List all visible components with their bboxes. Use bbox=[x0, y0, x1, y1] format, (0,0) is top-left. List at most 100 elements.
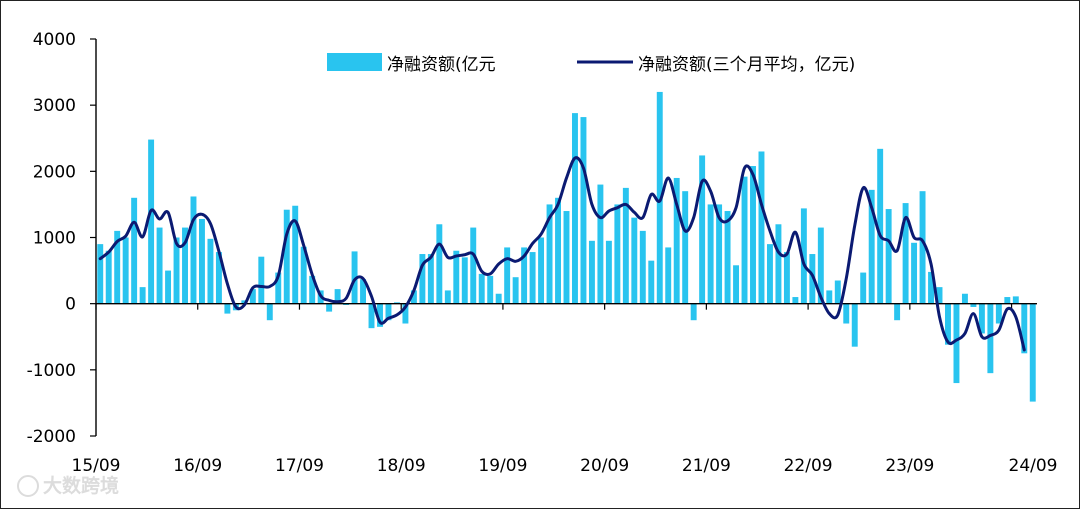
bar bbox=[605, 240, 612, 304]
bar bbox=[860, 272, 867, 304]
bar bbox=[122, 237, 129, 304]
bar bbox=[1021, 303, 1028, 354]
bar bbox=[292, 205, 299, 304]
bar bbox=[639, 230, 646, 304]
bar bbox=[410, 290, 417, 304]
bar bbox=[682, 191, 689, 304]
bar bbox=[300, 246, 307, 304]
bar bbox=[1004, 297, 1011, 304]
bar bbox=[928, 271, 934, 304]
bar bbox=[614, 204, 621, 304]
bar bbox=[622, 187, 629, 304]
bar bbox=[351, 251, 358, 304]
x-tick-label: 16/09 bbox=[173, 456, 222, 476]
bar bbox=[911, 242, 918, 304]
bar bbox=[546, 204, 553, 304]
legend-line-label: 净融资额(三个月平均，亿元) bbox=[638, 55, 855, 75]
bar bbox=[783, 252, 790, 304]
bar bbox=[148, 139, 155, 304]
bar bbox=[190, 196, 197, 304]
bar bbox=[588, 240, 595, 304]
bar bbox=[1029, 303, 1036, 402]
axes: 4000 3000 2000 1000 0 -1000 -2000 15/09 16/09 17… bbox=[27, 30, 1058, 476]
y-tick-label: 0 bbox=[65, 295, 76, 315]
bar bbox=[792, 297, 799, 304]
bar bbox=[919, 191, 926, 304]
bar bbox=[199, 218, 205, 304]
y-tick-label: 4000 bbox=[33, 30, 76, 50]
bar bbox=[453, 250, 460, 304]
bar bbox=[224, 303, 231, 314]
bar bbox=[716, 204, 723, 304]
x-tick-label: 17/09 bbox=[275, 456, 324, 476]
bar bbox=[597, 184, 604, 304]
bar bbox=[182, 227, 188, 304]
bar bbox=[707, 204, 714, 304]
bar bbox=[572, 113, 578, 304]
bar bbox=[478, 273, 485, 304]
bar bbox=[970, 303, 977, 307]
y-tick-label: 3000 bbox=[33, 96, 76, 116]
bar bbox=[105, 250, 112, 304]
bar bbox=[114, 230, 121, 304]
y-tick-label: -2000 bbox=[27, 427, 76, 447]
bar bbox=[775, 224, 782, 304]
bar bbox=[241, 300, 248, 304]
bar-series bbox=[97, 91, 1036, 402]
legend-bar-swatch bbox=[327, 53, 382, 71]
bar bbox=[936, 287, 943, 304]
x-tick-label: 22/09 bbox=[784, 456, 833, 476]
bar bbox=[512, 277, 519, 304]
watermark-logo-icon bbox=[17, 475, 39, 497]
bar bbox=[894, 303, 901, 321]
x-tick-label: 18/09 bbox=[377, 456, 426, 476]
bar bbox=[656, 91, 663, 304]
bar bbox=[487, 275, 494, 304]
bar bbox=[461, 257, 468, 304]
bar bbox=[877, 148, 884, 304]
bar bbox=[563, 211, 570, 304]
bar bbox=[283, 209, 290, 304]
x-ticks: 15/09 16/09 17/09 18/09 19/09 20/09 21/09 22/09… bbox=[72, 303, 1058, 476]
bar bbox=[326, 303, 333, 312]
bar bbox=[834, 280, 841, 304]
bar bbox=[165, 270, 172, 304]
x-tick-label: 19/09 bbox=[478, 456, 527, 476]
bar bbox=[266, 303, 273, 321]
bar bbox=[309, 275, 316, 304]
bar bbox=[741, 176, 748, 304]
bar bbox=[868, 189, 875, 304]
bar bbox=[885, 209, 892, 304]
bar bbox=[724, 211, 731, 304]
bar bbox=[156, 227, 163, 304]
bar bbox=[207, 238, 214, 304]
bar bbox=[529, 252, 536, 304]
bar bbox=[444, 290, 451, 304]
bar bbox=[334, 289, 341, 304]
bar bbox=[521, 247, 528, 304]
bar bbox=[817, 227, 824, 304]
bar bbox=[360, 279, 366, 304]
bar bbox=[495, 293, 502, 304]
y-tick-label: 1000 bbox=[33, 229, 76, 249]
bar bbox=[673, 177, 680, 304]
bar bbox=[275, 272, 282, 304]
average-line-series bbox=[98, 156, 1026, 352]
bar bbox=[961, 293, 968, 304]
bar bbox=[699, 155, 706, 304]
bar bbox=[470, 227, 477, 304]
x-tick-label: 24/09 bbox=[1009, 456, 1058, 476]
bar bbox=[139, 287, 146, 304]
bar bbox=[750, 166, 756, 304]
bar bbox=[258, 256, 265, 304]
bar bbox=[665, 247, 672, 304]
y-tick-label: -1000 bbox=[27, 361, 76, 381]
bar bbox=[436, 224, 443, 304]
watermark-text: 大数跨境 bbox=[43, 474, 119, 497]
x-tick-label: 21/09 bbox=[682, 456, 731, 476]
bar bbox=[385, 303, 392, 321]
bar bbox=[978, 303, 985, 334]
bar bbox=[843, 303, 850, 324]
bar bbox=[953, 303, 960, 384]
